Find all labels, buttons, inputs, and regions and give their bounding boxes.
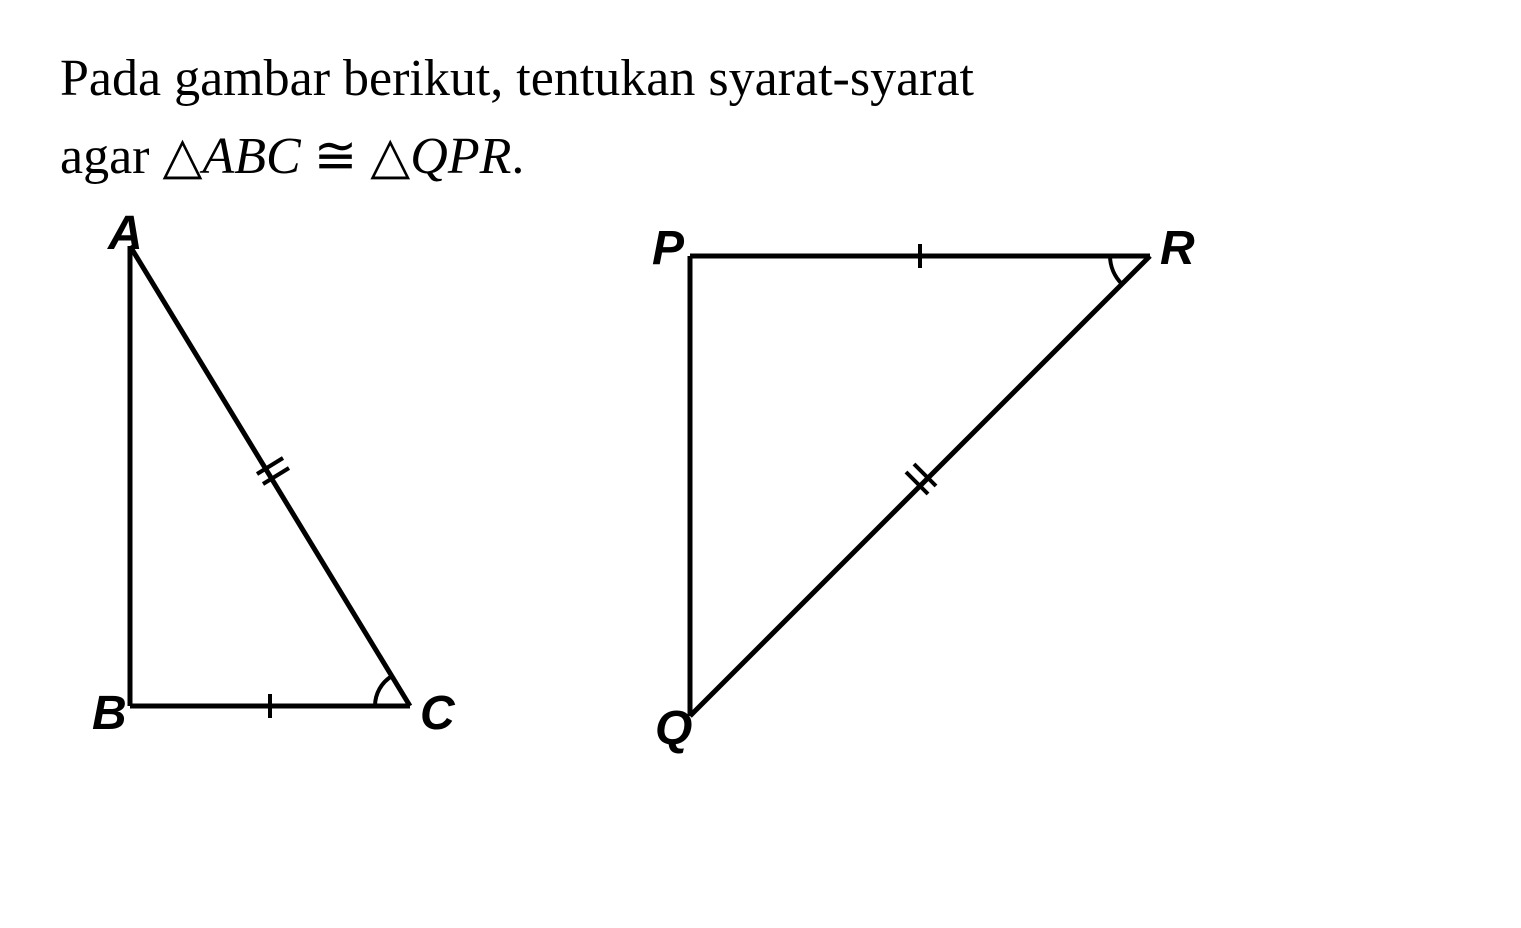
side-ac xyxy=(130,246,410,706)
qpr-text: QPR xyxy=(410,128,511,185)
figures-container: A B C P R Q xyxy=(60,226,1461,756)
triangle-symbol-2: △ xyxy=(370,128,410,185)
triangle-pqr-figure: P R Q xyxy=(660,226,1200,756)
triangle-abc-svg xyxy=(100,226,460,756)
triangle-pqr-svg xyxy=(660,226,1200,756)
vertex-label-b: B xyxy=(92,686,127,741)
period: . xyxy=(511,128,524,185)
problem-line-2: agar △ABC ≅ △QPR. xyxy=(60,118,1461,196)
congruent-symbol: ≅ xyxy=(314,128,358,185)
line2-prefix: agar xyxy=(60,128,162,185)
angle-arc-r xyxy=(1110,256,1122,284)
triangle-abc-figure: A B C xyxy=(100,226,460,756)
angle-arc-c xyxy=(375,676,392,706)
vertex-label-q: Q xyxy=(655,701,692,756)
vertex-label-r: R xyxy=(1160,221,1195,276)
double-tick-qr xyxy=(906,464,936,494)
problem-line-1: Pada gambar berikut, tentukan syarat-sya… xyxy=(60,40,1461,118)
vertex-label-p: P xyxy=(652,221,684,276)
abc-text: ABC xyxy=(202,128,300,185)
vertex-label-c: C xyxy=(420,686,455,741)
problem-statement: Pada gambar berikut, tentukan syarat-sya… xyxy=(60,40,1461,196)
triangle-symbol-1: △ xyxy=(162,128,202,185)
vertex-label-a: A xyxy=(108,206,143,261)
